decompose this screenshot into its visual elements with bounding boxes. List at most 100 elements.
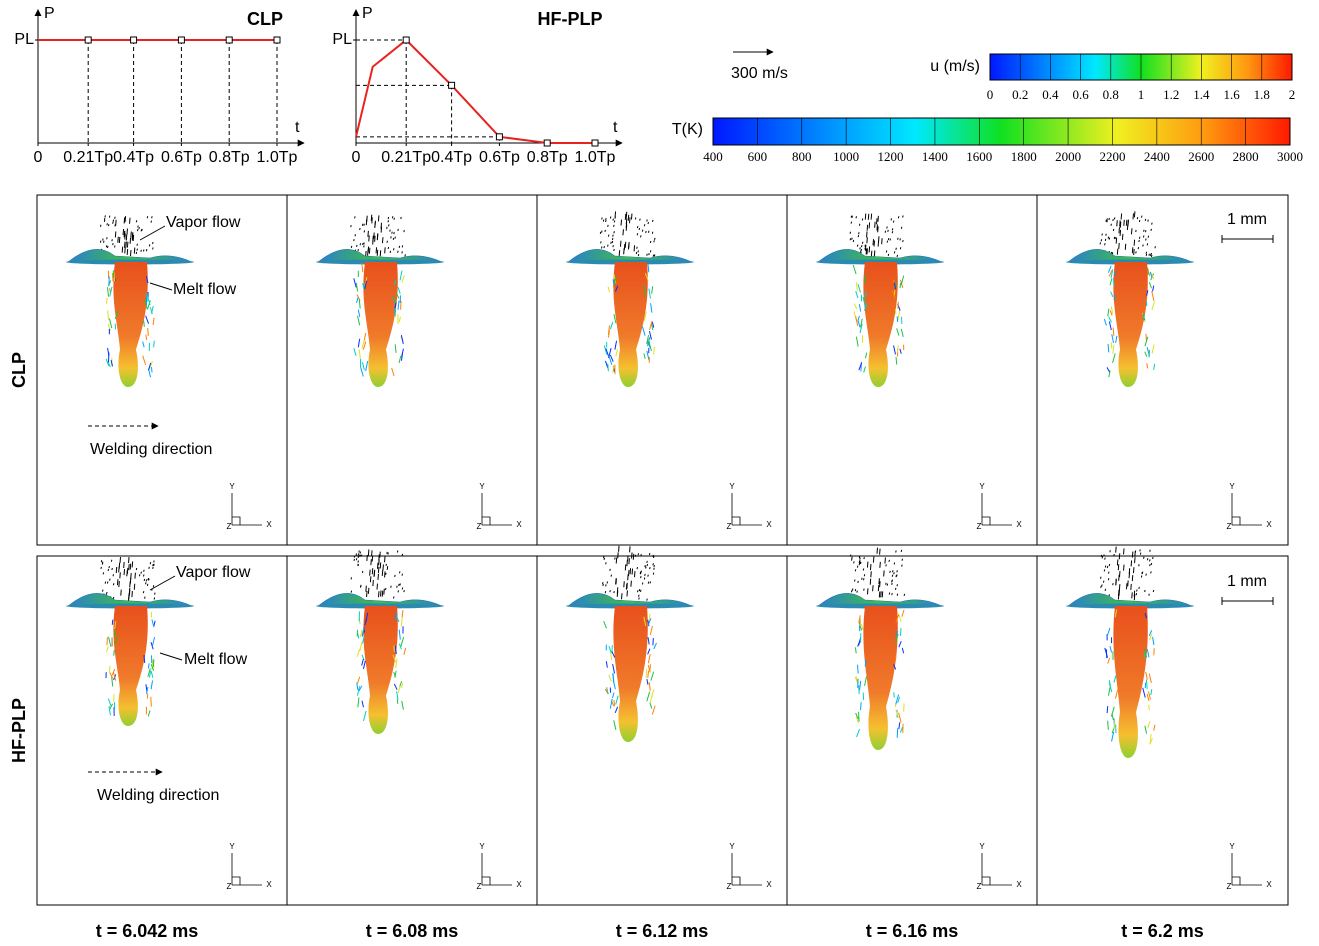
vapor-vector bbox=[396, 585, 398, 588]
vapor-vector bbox=[1106, 565, 1109, 569]
vapor-vector bbox=[630, 213, 633, 220]
vapor-vector bbox=[864, 247, 866, 250]
melt-vector bbox=[856, 728, 860, 738]
melt-vector bbox=[1153, 363, 1156, 370]
vapor-vector bbox=[631, 552, 633, 559]
vapor-vector bbox=[888, 592, 891, 595]
vapor-vector bbox=[387, 552, 389, 555]
melt-vector bbox=[397, 300, 400, 310]
axis-triad-y: Y bbox=[979, 842, 985, 851]
melt-vector bbox=[396, 691, 399, 700]
vapor-vector bbox=[637, 590, 639, 593]
melt-vector bbox=[392, 654, 397, 663]
vapor-vector bbox=[386, 226, 388, 229]
melt-vector bbox=[361, 339, 365, 349]
annotation: Melt flow bbox=[173, 281, 237, 298]
melt-vector bbox=[356, 682, 359, 691]
scale-bar-label: 1 mm bbox=[1227, 573, 1267, 590]
vapor-vector bbox=[653, 564, 655, 568]
vapor-vector bbox=[646, 563, 649, 567]
vapor-vector bbox=[400, 216, 402, 220]
axis-triad-z: Z bbox=[477, 882, 482, 891]
colorbar-tick-label: 1.4 bbox=[1193, 87, 1210, 102]
vapor-vector bbox=[638, 588, 641, 592]
melt-vector bbox=[1108, 316, 1112, 323]
melt-vector bbox=[1107, 687, 1111, 696]
vapor-vector bbox=[602, 581, 604, 585]
melt-vector bbox=[357, 697, 360, 708]
vapor-vector bbox=[379, 551, 381, 558]
vapor-vector bbox=[370, 214, 373, 221]
vapor-vector bbox=[1150, 562, 1153, 566]
melt-vector bbox=[146, 686, 149, 695]
melt-vector bbox=[391, 367, 395, 377]
melt-vector bbox=[398, 629, 401, 640]
vapor-vector bbox=[385, 572, 387, 575]
vapor-vector bbox=[636, 567, 639, 570]
vapor-vector bbox=[651, 231, 654, 234]
vapor-vector bbox=[613, 220, 616, 223]
vapor-vector bbox=[381, 590, 384, 597]
time-label: t = 6.12 ms bbox=[616, 921, 709, 941]
axis-triad bbox=[981, 853, 1012, 886]
vapor-vector bbox=[1110, 223, 1112, 226]
vapor-vector bbox=[1130, 560, 1133, 567]
melt-vector bbox=[1106, 627, 1111, 637]
vapor-vector bbox=[849, 238, 852, 241]
vapor-vector bbox=[367, 230, 369, 237]
vapor-vector bbox=[389, 250, 392, 253]
vapor-vector bbox=[876, 547, 878, 554]
vapor-vector bbox=[902, 215, 904, 218]
vapor-vector bbox=[365, 585, 367, 592]
vapor-vector bbox=[368, 235, 370, 242]
melt-vector bbox=[1115, 335, 1118, 343]
axis-triad bbox=[231, 493, 262, 526]
vapor-vector bbox=[645, 566, 647, 569]
vapor-vector bbox=[627, 243, 630, 250]
vapor-vector bbox=[371, 550, 373, 557]
vapor-vector bbox=[112, 583, 115, 586]
melt-vector bbox=[356, 297, 359, 304]
vapor-vector bbox=[1119, 220, 1121, 227]
vapor-vector bbox=[1124, 243, 1127, 250]
vapor-vector bbox=[624, 241, 627, 248]
vapor-vector bbox=[897, 216, 900, 219]
vapor-vector bbox=[353, 558, 355, 561]
vapor-vector bbox=[629, 217, 631, 224]
melt-vector bbox=[864, 352, 868, 359]
vapor-vector bbox=[649, 240, 652, 244]
vapor-vector bbox=[123, 231, 126, 238]
vapor-vector bbox=[1133, 594, 1136, 601]
vapor-vector bbox=[626, 590, 628, 597]
vapor-vector bbox=[1142, 235, 1145, 238]
vapor-vector bbox=[1145, 253, 1148, 256]
colorbar-tick-label: 2200 bbox=[1099, 149, 1125, 164]
melt-vector bbox=[113, 629, 117, 638]
vapor-vector bbox=[140, 229, 143, 232]
vapor-vector bbox=[640, 576, 642, 579]
vapor-vector bbox=[869, 578, 872, 585]
melt-vector bbox=[114, 636, 118, 645]
vapor-vector bbox=[99, 224, 102, 227]
melt-vector bbox=[145, 334, 148, 340]
melt-vector bbox=[1107, 720, 1109, 730]
melt-vector bbox=[150, 663, 155, 671]
vapor-vector bbox=[623, 581, 625, 588]
vapor-vector bbox=[649, 250, 652, 253]
vapor-vector bbox=[107, 568, 110, 572]
vapor-vector bbox=[145, 579, 148, 582]
colorbar-tick-label: 1.8 bbox=[1254, 87, 1270, 102]
vapor-vector bbox=[1139, 552, 1142, 555]
vapor-vector bbox=[150, 220, 152, 223]
melt-vector bbox=[108, 636, 112, 647]
vapor-vector bbox=[143, 569, 145, 572]
vapor-vector bbox=[627, 574, 629, 581]
melt-vector bbox=[394, 344, 397, 353]
melt-vector bbox=[147, 668, 151, 677]
vapor-vector bbox=[1119, 229, 1122, 236]
melt-vector bbox=[893, 345, 896, 355]
vapor-vector bbox=[1114, 237, 1116, 240]
vapor-vector bbox=[1113, 553, 1115, 557]
melt-vector bbox=[603, 621, 607, 629]
melt-vector bbox=[863, 303, 868, 311]
